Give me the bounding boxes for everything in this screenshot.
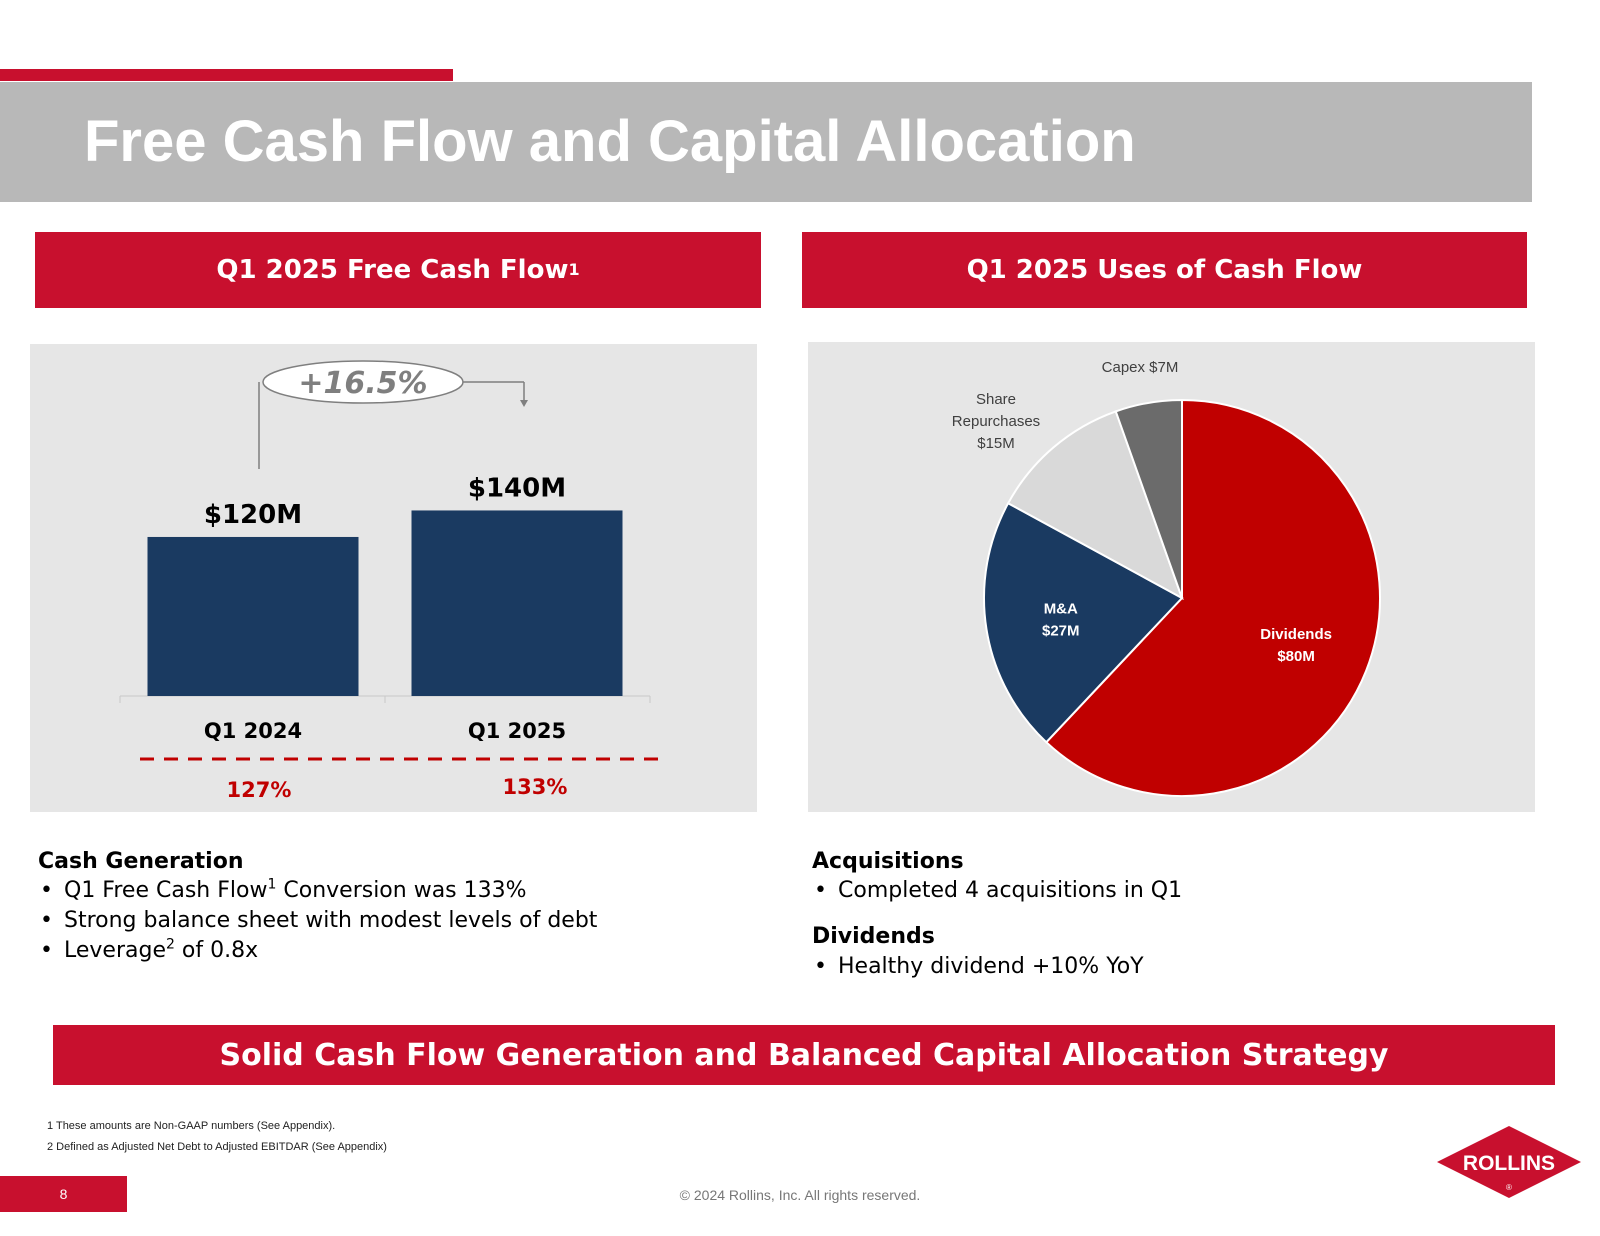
- uses-header-text: Q1 2025 Uses of Cash Flow: [966, 255, 1363, 285]
- bar-q1-2024: [147, 536, 359, 696]
- bar-value-label: $140M: [468, 473, 566, 503]
- pie-label-m-a: M&A $27M: [1042, 600, 1080, 639]
- dividends-heading: Dividends: [812, 924, 935, 949]
- bullet-footnote-mark: 1: [267, 876, 277, 893]
- cash-generation-list: Q1 Free Cash Flow1 Conversion was 133% S…: [38, 876, 597, 966]
- uses-panel-header: Q1 2025 Uses of Cash Flow: [802, 232, 1527, 308]
- uses-chart-panel: Dividends $80M M&A $27M Share Repurchases $15M…: [808, 342, 1535, 812]
- pie-label-share-repurchases: Share Repurchases $15M: [952, 391, 1040, 452]
- cash-generation-item: Strong balance sheet with modest levels …: [38, 906, 597, 936]
- title-accent-line: [0, 69, 453, 81]
- pie-label-capex: Capex $7M: [1102, 359, 1179, 376]
- fcf-chart-panel: $120M Q1 2024 $140M Q1 2025 +16.5% 127% 133…: [30, 344, 757, 812]
- bar-q1-2025: [411, 510, 623, 696]
- bullet-text: of 0.8x: [174, 938, 259, 963]
- slide-title: Free Cash Flow and Capital Allocation: [84, 109, 1136, 174]
- page-number: 8: [0, 1176, 127, 1212]
- growth-bubble: [262, 360, 464, 404]
- bullet-text: Leverage: [64, 938, 166, 963]
- fcf-panel-header: Q1 2025 Free Cash Flow 1: [35, 232, 761, 308]
- bullet-footnote-mark: 2: [166, 936, 175, 953]
- pie-slice-capex: [1114, 398, 1183, 599]
- cash-generation-item: Leverage2 of 0.8x: [38, 936, 597, 966]
- pie-slice-share-repurchases: [1006, 410, 1184, 601]
- logo-diamond: [1437, 1126, 1581, 1198]
- cash-generation-heading: Cash Generation: [38, 849, 244, 874]
- fcf-bar-chart: $120M Q1 2024 $140M Q1 2025 +16.5% 127% 133…: [119, 360, 660, 802]
- acquisitions-item: Completed 4 acquisitions in Q1: [812, 876, 1182, 906]
- conversion-value-q1-2025: 133%: [503, 775, 568, 799]
- cash-generation-item: Q1 Free Cash Flow1 Conversion was 133%: [38, 876, 597, 906]
- footnote-2: 2 Defined as Adjusted Net Debt to Adjust…: [47, 1141, 387, 1153]
- title-band: [0, 82, 1532, 202]
- bar-value-label: $120M: [204, 500, 302, 530]
- bullet-text: Strong balance sheet with modest levels …: [64, 908, 598, 933]
- pie-label-dividends: Dividends $80M: [1260, 626, 1332, 665]
- uses-pie-chart: Dividends $80M M&A $27M Share Repurchases $15M…: [952, 359, 1381, 797]
- fcf-bar-layer: $120M Q1 2024 $140M Q1 2025: [119, 473, 651, 743]
- acquisitions-heading: Acquisitions: [812, 849, 964, 874]
- conversion-value-q1-2024: 127%: [227, 778, 292, 802]
- growth-arrow-head: [520, 400, 528, 407]
- rollins-logo: ROLLINS ®: [1437, 1126, 1581, 1198]
- dividends-item: Healthy dividend +10% YoY: [812, 952, 1144, 982]
- dividends-list: Healthy dividend +10% YoY: [812, 952, 1144, 982]
- bullet-text: Conversion was 133%: [276, 878, 527, 903]
- bullet-text: Q1 Free Cash Flow: [64, 878, 268, 903]
- fcf-header-text: Q1 2025 Free Cash Flow: [216, 255, 569, 285]
- bar-category-label: Q1 2024: [204, 719, 302, 743]
- growth-label: +16.5%: [298, 366, 427, 401]
- acquisitions-list: Completed 4 acquisitions in Q1: [812, 876, 1182, 906]
- pie-slice-dividends: [1044, 398, 1381, 797]
- logo-registered-mark: ®: [1506, 1183, 1512, 1192]
- strategy-banner: Solid Cash Flow Generation and Balanced …: [53, 1025, 1555, 1085]
- copyright: © 2024 Rollins, Inc. All rights reserved…: [679, 1187, 921, 1203]
- bar-category-label: Q1 2025: [468, 719, 566, 743]
- logo-text: ROLLINS: [1463, 1152, 1555, 1175]
- footnote-1: 1 These amounts are Non-GAAP numbers (Se…: [47, 1120, 336, 1132]
- pie-slice-m-a: [983, 501, 1184, 744]
- uses-pie-layer: Dividends $80M M&A $27M Share Repurchases $15M…: [952, 359, 1381, 797]
